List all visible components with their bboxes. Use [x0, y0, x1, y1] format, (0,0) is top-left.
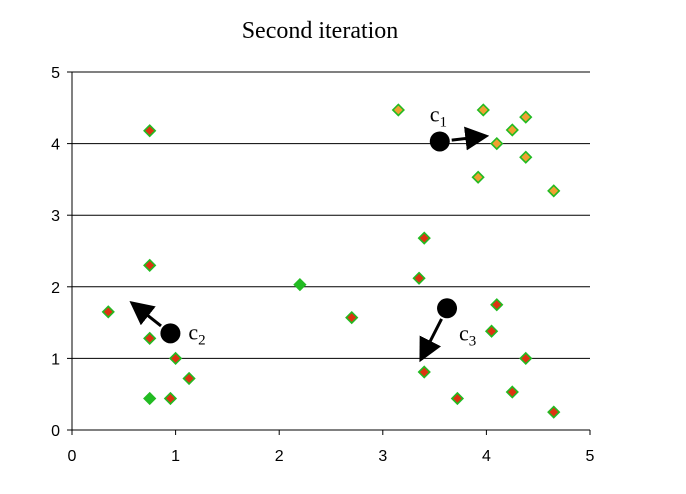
centroid-arrow: [451, 126, 490, 151]
data-point: [519, 150, 533, 164]
y-tick-label: 2: [51, 280, 60, 297]
centroid-label: c3: [459, 320, 476, 349]
centroid-marker: [160, 323, 181, 344]
chart-title: Second iteration: [241, 18, 399, 44]
data-point: [505, 385, 519, 399]
data-point: [490, 298, 504, 312]
data-point: [168, 351, 183, 366]
x-tick-label: 4: [482, 448, 491, 465]
data-point: [345, 310, 359, 325]
y-tick-label: 0: [51, 423, 60, 440]
centroid-label: c2: [188, 319, 205, 348]
centroid-marker: [429, 131, 450, 152]
x-tick-label: 2: [275, 448, 284, 465]
data-point: [143, 391, 157, 406]
centroid-arrow: [419, 318, 443, 363]
data-point: [417, 365, 431, 379]
axis-layer: 0 1 2 3 4 5 0 1 2 3 4 5: [51, 65, 594, 465]
centroid-label-main: c: [430, 101, 440, 126]
data-point: [471, 170, 485, 184]
data-point: [547, 184, 561, 198]
x-tick-label: 3: [378, 448, 387, 465]
data-point: [101, 305, 115, 319]
data-point: [547, 405, 561, 419]
data-point: [143, 258, 157, 272]
data-point: [163, 391, 178, 406]
x-tick-label: 1: [171, 448, 180, 465]
y-tick-label: 1: [51, 351, 60, 368]
data-point: [505, 123, 519, 137]
centroid-label-subscript: 1: [440, 114, 448, 130]
x-tick-label: 5: [586, 448, 595, 465]
data-point: [519, 351, 533, 366]
x-tick-label: 0: [68, 448, 77, 465]
centroid-label: c1: [430, 101, 447, 130]
data-point: [293, 278, 307, 292]
centroid-label-main: c: [188, 319, 198, 344]
data-point: [417, 231, 431, 245]
data-point: [143, 124, 157, 138]
data-point: [490, 136, 504, 151]
y-tick-label: 5: [51, 65, 60, 82]
centroid-label-main: c: [459, 320, 469, 345]
data-point: [519, 110, 533, 124]
centroid-arrow: [129, 300, 162, 328]
data-point: [412, 271, 426, 285]
y-tick-label: 4: [51, 137, 60, 154]
data-point: [484, 324, 499, 338]
centroid-marker: [437, 298, 458, 319]
data-point: [391, 103, 405, 117]
y-tick-label: 3: [51, 208, 60, 225]
centroid-label-subscript: 3: [469, 333, 477, 349]
data-point: [450, 391, 465, 406]
data-point: [182, 371, 196, 386]
data-point: [143, 331, 157, 345]
point-layer: [101, 103, 561, 419]
data-point: [476, 103, 490, 117]
centroid-label-subscript: 2: [198, 332, 206, 348]
